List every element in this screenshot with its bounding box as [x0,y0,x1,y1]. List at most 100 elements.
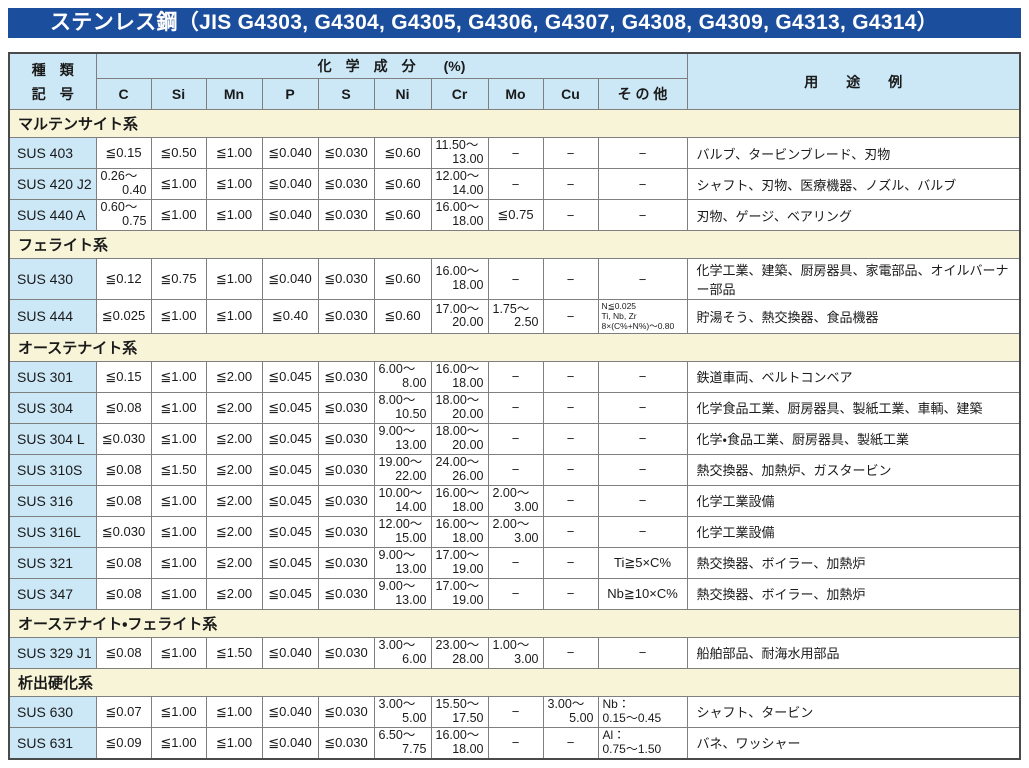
cell-S: ≦0.030 [317,137,375,169]
section-title: 析出硬化系 [8,667,1021,697]
cell-P: ≦0.045 [261,391,319,424]
col-header-Mn: Mn [205,78,263,110]
cell-usage: 化学工業設備 [686,515,1021,548]
cell-Cr: 16.00～ 18.00 [430,199,489,231]
cell-Cr: 18.00～ 20.00 [430,422,489,455]
table-row: SUS 304 L ≦0.030 ≦1.00 ≦2.00 ≦0.045 ≦0.030 9.0… [8,422,1021,455]
cell-Mo: ≦0.75 [487,199,544,231]
section-header-row: フェライト系 [8,230,1021,259]
cell-Cu: − [542,484,599,517]
page-title: ステンレス鋼（JIS G4303, G4304, G4305, G4306, G… [8,8,1021,38]
cell-C: ≦0.08 [95,546,152,579]
cell-P: ≦0.040 [261,137,319,169]
cell-Cu: − [542,258,599,300]
cell-Ni: 9.00～ 13.00 [373,546,432,579]
cell-Mn: ≦1.00 [205,726,263,760]
cell-S: ≦0.030 [317,695,375,728]
cell-usage: シャフト、タービン [686,695,1021,728]
cell-other: Ti≧5×C% [597,546,688,579]
cell-S: ≦0.030 [317,422,375,455]
stainless-steel-table: 種 類 記 号 化 学 成 分 (%) 用 途 例 C Si Mn P S Ni Cr Mo C… [8,52,1021,760]
cell-Mo: 1.75～ 2.50 [487,299,544,334]
cell-S: ≦0.030 [317,360,375,393]
cell-S: ≦0.030 [317,199,375,231]
cell-S: ≦0.030 [317,484,375,517]
cell-Si: ≦1.00 [150,199,207,231]
cell-C: 0.60～ 0.75 [95,199,152,231]
cell-usage: 熱交換器、加熱炉、ガスタービン [686,453,1021,486]
cell-Cr: 18.00～ 20.00 [430,391,489,424]
col-header-Cr: Cr [430,78,489,110]
cell-Cr: 17.00～ 20.00 [430,299,489,334]
cell-Cu: − [542,546,599,579]
cell-Ni: ≦0.60 [373,168,432,200]
cell-Cr: 23.00～ 28.00 [430,636,489,669]
cell-other: − [597,636,688,669]
cell-other: − [597,453,688,486]
cell-S: ≦0.030 [317,636,375,669]
cell-Mn: ≦1.00 [205,695,263,728]
table-row: SUS 347 ≦0.08 ≦1.00 ≦2.00 ≦0.045 ≦0.030 9.00～ 1… [8,577,1021,610]
cell-grade-code: SUS 430 [8,258,97,300]
table-header: 種 類 記 号 化 学 成 分 (%) 用 途 例 C Si Mn P S Ni Cr Mo C… [8,52,1021,110]
cell-usage: 鉄道車両、ベルトコンベア [686,360,1021,393]
cell-other: − [597,258,688,300]
table-row: SUS 444 ≦0.025 ≦1.00 ≦1.00 ≦0.40 ≦0.030 ≦0.60 1… [8,299,1021,334]
cell-usage: シャフト、刃物、医療機器、ノズル、バルブ [686,168,1021,200]
col-header-Cu: Cu [542,78,599,110]
cell-Si: ≦1.00 [150,422,207,455]
cell-Mo: 2.00～ 3.00 [487,515,544,548]
cell-Ni: 12.00～ 15.00 [373,515,432,548]
cell-usage: バネ、ワッシャー [686,726,1021,760]
cell-Mn: ≦1.00 [205,199,263,231]
cell-Mn: ≦2.00 [205,515,263,548]
cell-Ni: 9.00～ 13.00 [373,577,432,610]
cell-Cu: − [542,636,599,669]
cell-usage: 化学・食品工業、厨房器具、製紙工業 [686,422,1021,455]
table-row: SUS 321 ≦0.08 ≦1.00 ≦2.00 ≦0.045 ≦0.030 9.00～ 1… [8,546,1021,579]
cell-Cu: − [542,391,599,424]
cell-Cr: 16.00～ 18.00 [430,484,489,517]
cell-Cu: − [542,453,599,486]
cell-other: Nb： 0.15～0.45 [597,695,688,728]
cell-grade-code: SUS 444 [8,299,97,334]
cell-S: ≦0.030 [317,168,375,200]
cell-Cu: 3.00～ 5.00 [542,695,599,728]
cell-P: ≦0.045 [261,546,319,579]
cell-Cr: 16.00～ 18.00 [430,726,489,760]
cell-P: ≦0.045 [261,515,319,548]
cell-usage: 化学工業設備 [686,484,1021,517]
cell-Si: ≦1.00 [150,360,207,393]
table-row: SUS 316 ≦0.08 ≦1.00 ≦2.00 ≦0.045 ≦0.030 10.00～… [8,484,1021,517]
cell-C: ≦0.08 [95,484,152,517]
cell-Cr: 12.00～ 14.00 [430,168,489,200]
cell-P: ≦0.045 [261,577,319,610]
cell-Mo: − [487,168,544,200]
cell-Cr: 11.50～ 13.00 [430,137,489,169]
cell-other: Nb≧10×C% [597,577,688,610]
col-header-S: S [317,78,375,110]
table-row: SUS 316L ≦0.030 ≦1.00 ≦2.00 ≦0.045 ≦0.030 12.0… [8,515,1021,548]
cell-Mn: ≦1.00 [205,137,263,169]
cell-Mo: − [487,695,544,728]
table-row: SUS 301 ≦0.15 ≦1.00 ≦2.00 ≦0.045 ≦0.030 6.00～ 8… [8,360,1021,393]
cell-S: ≦0.030 [317,726,375,760]
cell-Ni: ≦0.60 [373,299,432,334]
cell-Si: ≦1.00 [150,391,207,424]
cell-other: − [597,484,688,517]
cell-C: ≦0.030 [95,515,152,548]
cell-Cr: 24.00～ 26.00 [430,453,489,486]
cell-Mn: ≦2.00 [205,453,263,486]
cell-Mn: ≦2.00 [205,391,263,424]
section-title: マルテンサイト系 [8,109,1021,138]
cell-Cu: − [542,422,599,455]
cell-grade-code: SUS 403 [8,137,97,169]
cell-grade-code: SUS 316L [8,515,97,548]
cell-C: ≦0.030 [95,422,152,455]
cell-C: ≦0.15 [95,360,152,393]
section-header-row: マルテンサイト系 [8,109,1021,138]
section-header-row: 析出硬化系 [8,667,1021,697]
cell-Cu: − [542,515,599,548]
cell-Mn: ≦2.00 [205,360,263,393]
